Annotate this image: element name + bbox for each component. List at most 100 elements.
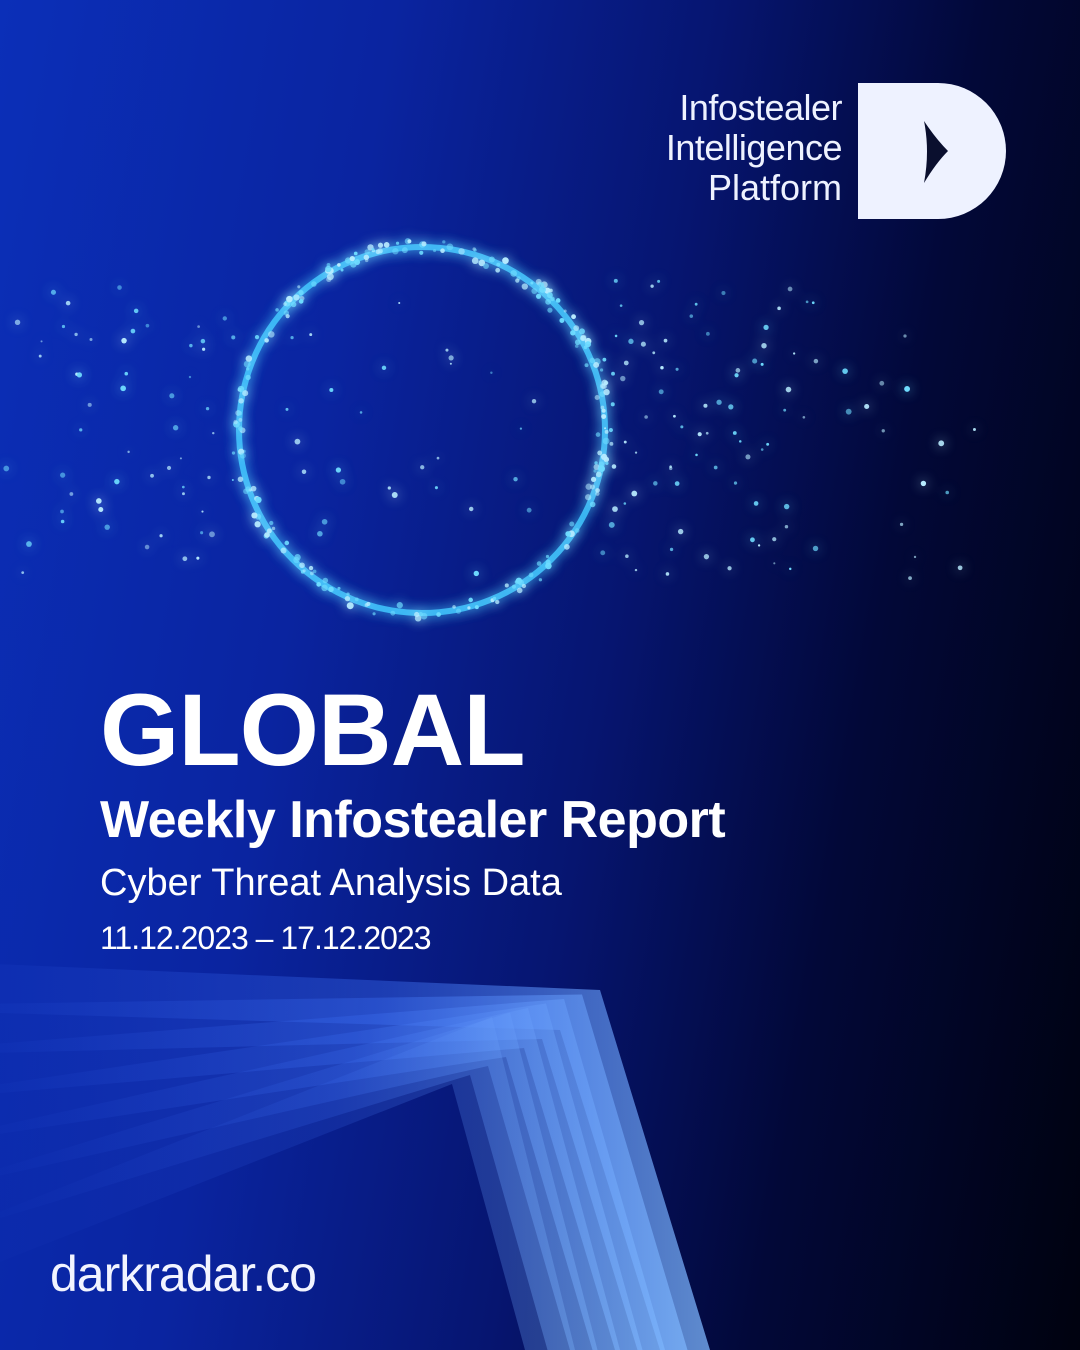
particle	[604, 427, 607, 430]
particle	[580, 334, 587, 341]
particle	[536, 561, 542, 566]
particle	[881, 429, 885, 433]
particle	[468, 506, 474, 512]
particle	[904, 385, 911, 392]
particle	[337, 586, 341, 590]
particle	[449, 362, 452, 365]
particle	[335, 467, 342, 473]
brand-line-1: Infostealer	[679, 87, 842, 128]
particle	[396, 602, 403, 609]
particle	[593, 463, 600, 470]
particle	[280, 547, 287, 554]
particle	[354, 259, 361, 266]
particle	[383, 242, 390, 248]
particle	[268, 331, 275, 338]
particle-field	[3, 238, 976, 622]
particle	[716, 399, 722, 405]
particle	[237, 385, 245, 393]
particle	[189, 343, 193, 348]
particle	[879, 380, 885, 386]
particle	[200, 531, 204, 535]
particle	[237, 411, 243, 416]
particle	[792, 352, 796, 355]
particle	[745, 454, 751, 460]
particle	[697, 432, 702, 437]
particle	[242, 390, 249, 397]
particle	[419, 250, 424, 255]
particle	[245, 374, 251, 381]
particle	[515, 577, 523, 584]
particle	[584, 363, 589, 368]
particle	[760, 448, 764, 451]
particle	[539, 286, 546, 293]
particle	[182, 556, 188, 562]
particle	[401, 247, 408, 254]
particle	[60, 519, 65, 524]
particle	[299, 562, 305, 569]
particle	[495, 267, 501, 273]
particle	[521, 283, 528, 290]
particle	[594, 394, 600, 401]
particle	[254, 335, 260, 340]
particle	[61, 324, 66, 329]
particle	[674, 481, 680, 486]
particle	[104, 524, 110, 530]
particle	[202, 347, 206, 351]
particle	[594, 461, 598, 465]
particle	[516, 587, 523, 594]
website-link[interactable]: darkradar.co	[50, 1246, 317, 1302]
particle	[120, 385, 126, 392]
particle	[521, 583, 527, 589]
particle	[631, 490, 638, 497]
particle	[269, 520, 274, 526]
particle	[673, 414, 676, 418]
particle	[920, 480, 927, 487]
particle	[650, 284, 654, 288]
particle	[603, 389, 610, 396]
particle	[628, 338, 634, 345]
particle	[474, 605, 479, 610]
particle	[531, 288, 538, 294]
particle	[89, 338, 93, 342]
particle	[545, 559, 551, 565]
particle	[130, 328, 136, 334]
chevron-stripe	[0, 1017, 575, 1350]
particle	[538, 578, 543, 582]
particle	[612, 506, 618, 512]
particle	[653, 481, 658, 486]
particle	[96, 498, 102, 504]
particle	[601, 414, 607, 420]
particle	[114, 478, 120, 485]
particle	[773, 562, 776, 565]
particle	[326, 276, 332, 283]
particle	[547, 307, 553, 313]
particle	[842, 368, 848, 374]
particle	[703, 554, 710, 560]
particle	[222, 316, 227, 321]
particle	[734, 373, 739, 378]
particle	[593, 469, 597, 473]
particle	[589, 501, 596, 508]
particle	[619, 304, 623, 307]
brand-line-2: Intelligence	[665, 127, 843, 168]
particle	[545, 298, 551, 305]
particle	[640, 341, 646, 347]
particle	[285, 407, 289, 411]
particle	[205, 406, 210, 411]
particle	[172, 425, 179, 431]
particle	[65, 300, 71, 306]
particle	[595, 488, 600, 493]
particle	[455, 608, 462, 614]
particle	[574, 339, 581, 346]
particle	[713, 465, 718, 470]
date-range: 11.12.2023 – 17.12.2023	[100, 920, 432, 956]
particle	[377, 248, 383, 254]
particle	[283, 302, 287, 306]
particle	[233, 419, 238, 425]
particle	[420, 612, 428, 620]
particle	[288, 296, 292, 300]
particle	[264, 338, 269, 343]
particle	[251, 512, 258, 519]
particle	[597, 450, 603, 456]
